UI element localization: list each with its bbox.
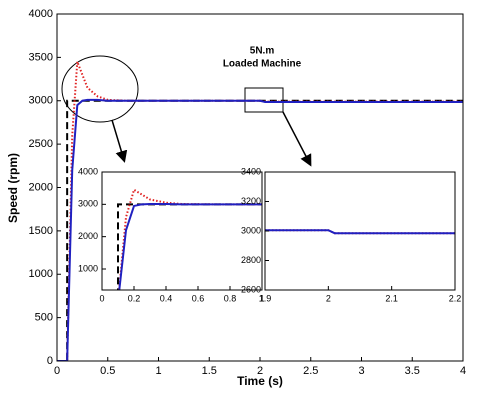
x-axis-label: Time (s) (237, 374, 283, 388)
series-line (118, 203, 262, 290)
y-tick-label: 0 (47, 355, 53, 367)
x-tick-label: 0.6 (192, 293, 205, 303)
y-tick-label: 2800 (241, 255, 261, 265)
x-tick-label: 2 (326, 293, 331, 303)
y-tick-label: 3000 (78, 199, 98, 209)
zoom-circle (61, 55, 139, 123)
annotation: 5N.m (250, 46, 275, 57)
y-tick-label: 1500 (29, 225, 53, 237)
y-tick-label: 4000 (29, 8, 53, 20)
y-tick-label: 4000 (78, 166, 98, 176)
y-tick-label: 2500 (29, 138, 53, 150)
y-tick-label: 500 (35, 312, 53, 324)
x-tick-label: 1.9 (259, 293, 272, 303)
x-tick-label: 4 (460, 365, 466, 377)
y-tick-label: 3000 (29, 95, 53, 107)
x-tick-label: 0 (54, 365, 60, 377)
x-tick-label: 3 (358, 365, 364, 377)
y-tick-label: 3400 (241, 166, 261, 176)
x-tick-label: 0.8 (224, 293, 237, 303)
x-tick-label: 2 (257, 365, 263, 377)
series-line (265, 229, 455, 235)
annotation: Loaded Machine (223, 59, 302, 70)
x-tick-label: 0.2 (128, 293, 141, 303)
x-tick-label: 1 (259, 293, 264, 303)
y-tick-label: 2000 (29, 181, 53, 193)
series-line (57, 98, 463, 361)
y-tick-label: 3200 (241, 196, 261, 206)
x-tick-label: 0.5 (100, 365, 115, 377)
arrow (111, 119, 128, 163)
x-tick-label: 0.4 (160, 293, 173, 303)
x-tick-label: 2.1 (385, 293, 398, 303)
y-tick-label: 1000 (29, 268, 53, 280)
inset-background (102, 172, 262, 290)
x-tick-label: 0 (99, 293, 104, 303)
y-tick-label: 3000 (241, 225, 261, 235)
y-axis-label: Speed (rpm) (6, 153, 20, 223)
x-tick-label: 3.5 (405, 365, 420, 377)
axes-box (101, 171, 263, 291)
y-tick-label: 2600 (241, 284, 261, 294)
y-tick-label: 2000 (78, 231, 98, 241)
x-tick-label: 2.2 (449, 293, 462, 303)
x-tick-label: 1.5 (202, 365, 217, 377)
y-tick-label: 3500 (29, 51, 53, 63)
arrow (282, 111, 312, 167)
y-tick-label: 1000 (78, 263, 98, 273)
x-tick-label: 2.5 (303, 365, 318, 377)
x-tick-label: 1 (155, 365, 161, 377)
